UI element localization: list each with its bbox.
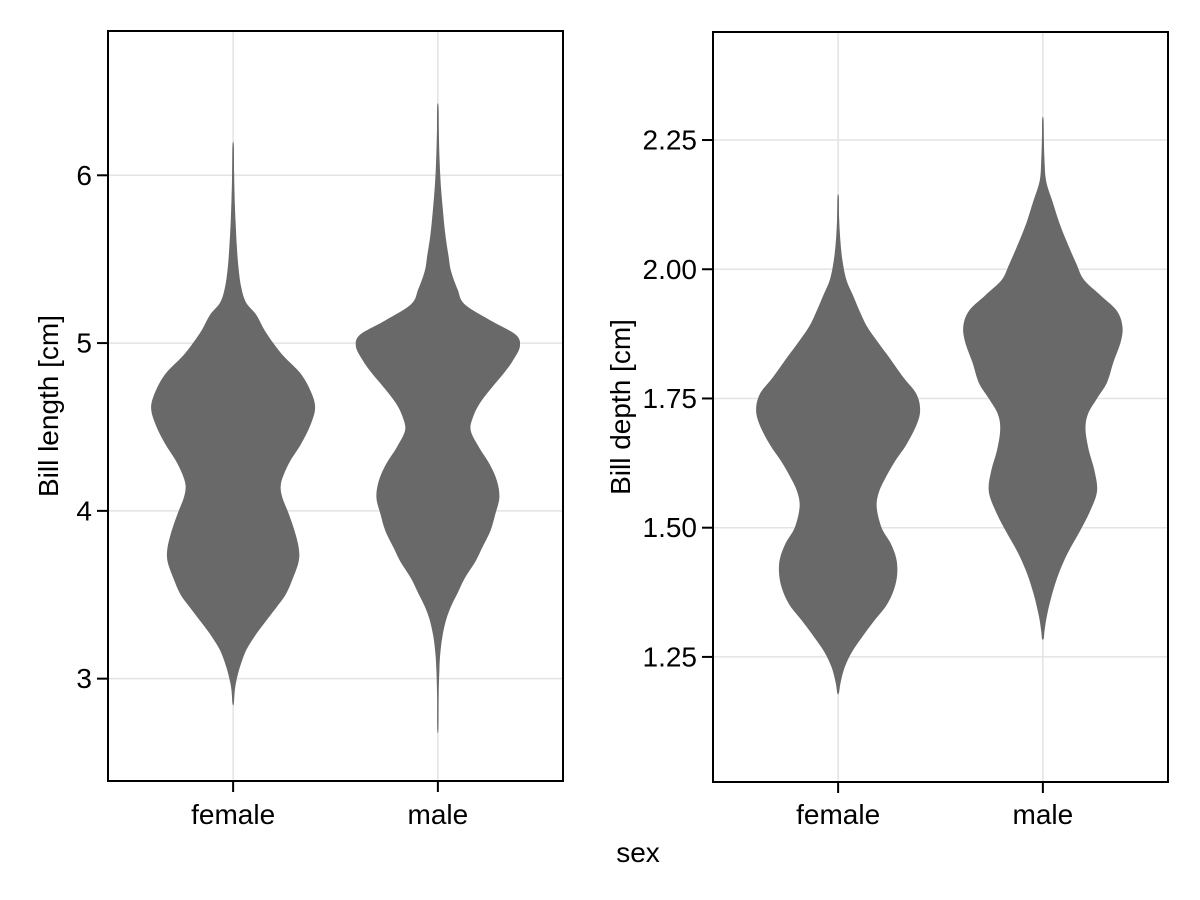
y-tick-label: 5 — [76, 328, 92, 359]
y-tick-label: 1.50 — [643, 512, 698, 543]
x-tick-label-male: male — [1013, 799, 1074, 830]
x-axis-title: sex — [616, 837, 660, 868]
x-tick-label-female: female — [191, 799, 275, 830]
y-tick-label: 3 — [76, 663, 92, 694]
violin-female — [756, 194, 921, 695]
violin-male — [963, 116, 1123, 640]
y-tick-label: 2.00 — [643, 254, 698, 285]
violin-panel-1: 2.25 2.00 1.75 1.50 1.25 female male — [643, 31, 1169, 830]
panel-border — [107, 30, 564, 782]
violin-female — [151, 141, 316, 706]
y-tick-label: 1.25 — [643, 641, 698, 672]
y-tick-label: 2.25 — [643, 125, 698, 156]
x-tick-label-male: male — [408, 799, 469, 830]
y-tick-label: 1.75 — [643, 383, 698, 414]
violin-panel-0: 6 5 4 3 female male — [76, 30, 564, 830]
violin-male — [355, 103, 521, 734]
panel-border — [712, 31, 1169, 783]
y-tick-label: 4 — [76, 495, 92, 526]
y-axis-title-left: Bill length [cm] — [33, 315, 64, 497]
x-tick-label-female: female — [796, 799, 880, 830]
y-tick-label: 6 — [76, 160, 92, 191]
y-axis-title-right: Bill depth [cm] — [605, 319, 636, 495]
